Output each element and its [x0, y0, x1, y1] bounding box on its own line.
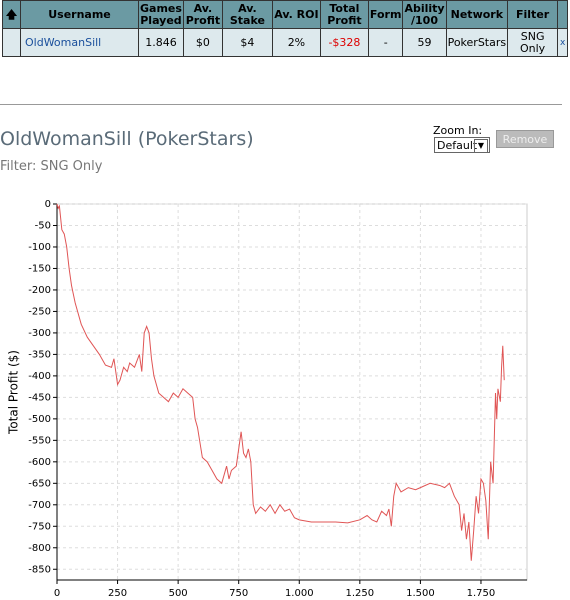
cell: -$328 — [319, 28, 369, 57]
cell: SNG Only — [507, 28, 559, 57]
x-tick-label: 750 — [229, 588, 248, 599]
header-cell[interactable]: Form — [367, 0, 404, 29]
cell: - — [367, 28, 404, 57]
y-tick-label: -750 — [28, 521, 51, 532]
y-tick-label: -700 — [28, 500, 51, 511]
header-cell — [557, 0, 569, 29]
x-tick-label: 250 — [108, 588, 127, 599]
remove-button[interactable]: Remove — [496, 130, 554, 148]
y-tick-label: -350 — [28, 349, 51, 360]
cell — [2, 28, 21, 57]
y-tick-label: -250 — [28, 306, 51, 317]
header-cell[interactable]: Av. Stake — [221, 0, 273, 29]
header-cell[interactable]: Filter — [507, 0, 559, 29]
cell: 1.846 — [138, 28, 184, 57]
cell: PokerStars — [445, 28, 509, 57]
cell: 2% — [271, 28, 321, 57]
x-tick-label: 1.250 — [346, 588, 375, 599]
header-cell[interactable]: Ability /100 — [402, 0, 447, 29]
cell: $4 — [221, 28, 273, 57]
header-cell[interactable]: Network — [445, 0, 509, 29]
y-tick-label: -500 — [28, 414, 51, 425]
y-tick-label: -850 — [28, 564, 51, 575]
username-link[interactable]: OldWomanSill — [20, 28, 139, 57]
y-tick-label: -600 — [28, 457, 51, 468]
header-cell[interactable]: Av. ROI — [271, 0, 321, 29]
y-tick-label: -50 — [35, 220, 51, 231]
cell: 59 — [402, 28, 447, 57]
dropdown-arrow: ▼ — [474, 139, 488, 153]
x-tick-label: 1.000 — [285, 588, 314, 599]
x-tick-label: 1.750 — [467, 588, 496, 599]
header-cell[interactable]: Games Played — [138, 0, 184, 29]
y-tick-label: -300 — [28, 328, 51, 339]
x-tick-label: 0 — [54, 588, 60, 599]
y-axis-label: Total Profit ($) — [7, 350, 21, 435]
sort-arrow[interactable]: 🡅 — [2, 0, 21, 29]
x-tick-label: 500 — [169, 588, 188, 599]
filter-label: Filter: SNG Only — [0, 159, 103, 174]
profit-line — [56, 203, 505, 561]
plot-border — [56, 203, 528, 581]
remove-link[interactable]: x — [557, 28, 569, 57]
y-tick-label: -550 — [28, 435, 51, 446]
y-tick-label: -400 — [28, 371, 51, 382]
divider — [0, 104, 562, 105]
y-tick-label: -650 — [28, 478, 51, 489]
x-tick-label: 1.500 — [406, 588, 435, 599]
zoom-option: Default — [437, 139, 478, 152]
player-title: OldWomanSill (PokerStars) — [0, 128, 254, 150]
zoom-label: Zoom In: — [433, 124, 483, 137]
y-tick-label: -150 — [28, 263, 51, 274]
header-cell[interactable]: Username — [20, 0, 139, 29]
cell: $0 — [182, 28, 223, 57]
y-tick-label: -100 — [28, 242, 51, 253]
zoom-select[interactable]: Default ▼ — [434, 137, 490, 153]
chart: Total Profit ($) 0 -50 -100 -150 -200 -250 -30… — [7, 199, 528, 599]
y-tick-label: -450 — [28, 392, 51, 403]
y-tick-label: -800 — [28, 543, 51, 554]
header-cell[interactable]: Av. Profit — [182, 0, 223, 29]
header-cell[interactable]: Total Profit — [319, 0, 369, 29]
stats-table: 🡅 Username Games Played Av. Profit Av. S… — [2, 0, 569, 57]
y-tick-label: -200 — [28, 285, 51, 296]
y-tick-label: 0 — [45, 199, 51, 210]
